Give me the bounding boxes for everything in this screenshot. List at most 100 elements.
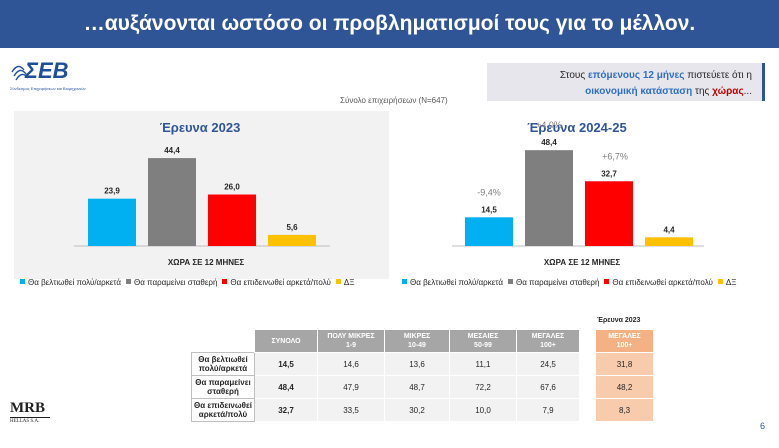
table-row: 48,2 (595, 375, 654, 399)
table-cell: 14,5 (254, 352, 318, 376)
col-header-large: ΜΕΓΑΛΕΣ 100+ (516, 329, 580, 353)
col-header-medium: ΜΕΣΑΙΕΣ 50-99 (449, 329, 517, 353)
legend-swatch (335, 279, 341, 284)
col-header-text: ΜΙΚΡΕΣ (403, 333, 431, 340)
col-header-text: 100+ (616, 342, 633, 349)
data-label: 5,6 (286, 223, 298, 232)
bar-2 (585, 181, 633, 246)
row-label-text: Θα επιδεινωθεί (194, 401, 252, 410)
table-2023-large: ΜΕΓΑΛΕΣ 100+ 31,8 48,2 8,3 (595, 329, 654, 422)
table-cell: 13,6 (384, 352, 450, 376)
col-header-text: ΜΕΓΑΛΕΣ (608, 333, 641, 340)
callout-highlight-months: επόμενους 12 μήνες (587, 70, 685, 81)
col-header-text: 100+ (540, 342, 556, 349)
page-title: …αυξάνονται ωστόσο οι προβληματισμοί του… (83, 12, 696, 35)
legend-item: Θα βελτιωθεί πολύ/αρκετά (400, 278, 503, 287)
legend-swatch (222, 279, 228, 284)
legend-label: Θα παραμείνει σταθερή (133, 278, 218, 287)
col-header-small: ΜΙΚΡΕΣ 10-49 (384, 329, 450, 353)
legend-label: Θα βελτιωθεί πολύ/αρκετά (410, 278, 503, 287)
table-cell: 11,1 (449, 352, 517, 376)
legend-label: ΔΞ (343, 278, 355, 287)
legend-item: Θα παραμείνει σταθερή (124, 278, 217, 287)
row-label-text: σταθερή (207, 387, 239, 396)
table-cell: 48,2 (595, 375, 654, 399)
legend-2024: Θα βελτιωθεί πολύ/αρκετά Θα παραμείνει στ… (400, 278, 739, 290)
legend-item: Θα παραμείνει σταθερή (506, 278, 599, 287)
table-row: 8,3 (595, 398, 654, 422)
data-label: 44,4 (164, 146, 180, 155)
table-cell: 14,6 (317, 352, 385, 376)
x-axis-label: ΧΩΡΑ ΣΕ 12 ΜΗΝΕΣ (168, 258, 245, 267)
callout-highlight-country: χώρας (712, 86, 744, 97)
table-header-row: ΣΥΝΟΛΟ ΠΟΛΥ ΜΙΚΡΕΣ 1-9 ΜΙΚΡΕΣ 10-49 ΜΕΣΑΙΕ… (191, 329, 580, 353)
chart-title: Έρευνα 2024-25 (527, 120, 626, 135)
table-cell: 10,0 (449, 398, 517, 422)
legend-item: Θα επιδεινωθεί αρκετά/πολύ (602, 278, 713, 287)
change-label: +6,7% (602, 151, 628, 161)
legend-label: Θα παραμείνει σταθερή (515, 278, 600, 287)
breakdown-table: ΣΥΝΟΛΟ ΠΟΛΥ ΜΙΚΡΕΣ 1-9 ΜΙΚΡΕΣ 10-49 ΜΕΣΑΙΕ… (191, 329, 580, 422)
legend-swatch (125, 279, 131, 284)
col-header-text: 10-49 (408, 342, 426, 349)
bar-0 (465, 217, 513, 246)
callout-text: της (692, 86, 713, 97)
table-row: Θα παραμείνει σταθερή 48,4 47,9 48,7 72,2… (191, 375, 580, 399)
callout-highlight-economy: οικονομική κατάσταση (585, 86, 693, 97)
callout-text: Στους (559, 70, 588, 81)
row-label-text: Θα παραμείνει (195, 378, 251, 387)
table-row: Θα βελτιωθεί πολύ/αρκετά 14,5 14,6 13,6 1… (191, 352, 580, 376)
charts-svg: Έρευνα 2023 23,9 44,4 26,0 5,6 ΧΩΡΑ ΣΕ 12 ΜΗΝ… (74, 120, 704, 267)
data-label: 48,4 (541, 138, 557, 147)
row-label: Θα επιδεινωθεί αρκετά/πολύ (191, 398, 255, 422)
col-header-text: ΜΕΓΑΛΕΣ (531, 333, 565, 340)
table-cell: 48,7 (384, 375, 450, 399)
legend-swatch (402, 279, 407, 284)
bar-1 (525, 150, 573, 246)
legend-item: Θα βελτιωθεί πολύ/αρκετά (18, 278, 121, 287)
table-corner (191, 329, 255, 353)
bar-0 (88, 198, 136, 246)
table-cell: 72,2 (449, 375, 517, 399)
chart-title: Έρευνα 2023 (160, 120, 241, 135)
col-header-large-2023: ΜΕΓΑΛΕΣ 100+ (595, 329, 654, 353)
chart-2023-background (14, 111, 389, 279)
mrb-logo-subtext: HELLAS S.A. (10, 419, 40, 424)
legend-label: ΔΞ (725, 278, 737, 287)
table-cell: 67,6 (516, 375, 580, 399)
table-row: Θα επιδεινωθεί αρκετά/πολύ 32,7 33,5 30,2… (191, 398, 580, 422)
header-banner (0, 0, 779, 48)
table-cell: 8,3 (595, 398, 654, 422)
table-cell: 24,5 (516, 352, 580, 376)
data-label: 14,5 (481, 205, 497, 214)
seb-logo-text: ΣΕΒ (25, 58, 69, 83)
callout-text: πιστεύετε ότι η (684, 70, 752, 81)
legend-swatch (20, 279, 25, 284)
seb-logo-icon (11, 65, 29, 81)
mrb-logo-text: MRB (10, 400, 50, 418)
col-header-text: ΠΟΛΥ ΜΙΚΡΕΣ (327, 333, 375, 340)
bar-2 (208, 194, 256, 246)
col-header-text: 50-99 (474, 342, 492, 349)
table-cell: 33,5 (317, 398, 385, 422)
bar-3 (268, 234, 316, 246)
legend-item: Θα επιδεινωθεί αρκετά/πολύ (220, 278, 331, 287)
legend-label: Θα επιδεινωθεί αρκετά/πολύ (230, 278, 331, 287)
change-label: -9,4% (477, 187, 501, 197)
question-callout: Στους επόμενους 12 μήνες πιστεύετε ότι η… (487, 63, 765, 101)
table-cell: 30,2 (384, 398, 450, 422)
data-label: 32,7 (601, 169, 617, 178)
data-label: 4,4 (663, 225, 675, 234)
table-cell: 48,4 (254, 375, 318, 399)
legend-swatch (604, 279, 610, 284)
table-row: 31,8 (595, 352, 654, 376)
legend-item: ΔΞ (334, 278, 355, 287)
row-label: Θα παραμείνει σταθερή (191, 375, 255, 399)
x-axis-label: ΧΩΡΑ ΣΕ 12 ΜΗΝΕΣ (544, 258, 621, 267)
col-header-very-small: ΠΟΛΥ ΜΙΚΡΕΣ 1-9 (317, 329, 385, 353)
legend-swatch (507, 279, 513, 284)
table-cell: 47,9 (317, 375, 385, 399)
table-header-row: ΜΕΓΑΛΕΣ 100+ (595, 329, 654, 353)
legend-2023: Θα βελτιωθεί πολύ/αρκετά Θα παραμείνει στ… (18, 278, 357, 290)
col-header-text: 1-9 (345, 342, 357, 349)
